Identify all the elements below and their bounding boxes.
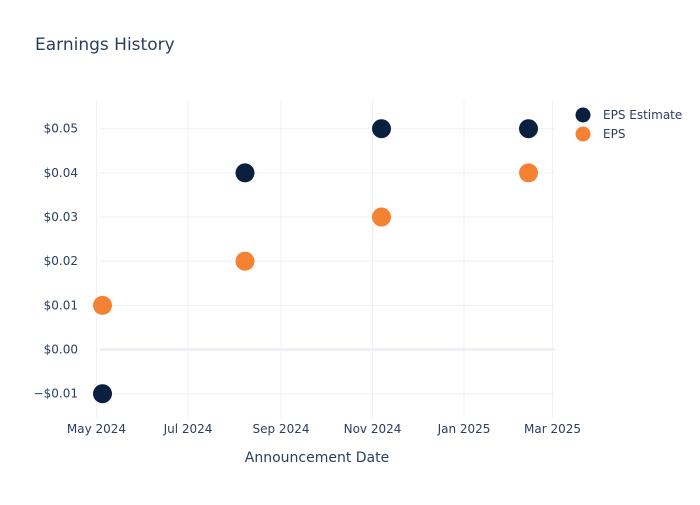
eps-point[interactable] bbox=[93, 295, 112, 315]
legend-label-eps[interactable]: EPS bbox=[603, 127, 625, 141]
chart-title: Earnings History bbox=[35, 35, 175, 55]
eps-estimate-point[interactable] bbox=[372, 119, 391, 139]
legend[interactable]: EPS Estimate EPS bbox=[575, 107, 683, 142]
y-tick-label: −$0.01 bbox=[34, 387, 78, 401]
y-tick-label: $0.02 bbox=[44, 254, 78, 268]
x-axis-title: Announcement Date bbox=[245, 450, 389, 466]
y-tick-label: $0.05 bbox=[44, 122, 78, 136]
eps-point[interactable] bbox=[372, 207, 391, 227]
x-tick-label: Nov 2024 bbox=[344, 422, 402, 436]
legend-marker-eps-estimate[interactable] bbox=[575, 107, 591, 123]
eps-estimate-point[interactable] bbox=[93, 384, 112, 404]
point-layer bbox=[93, 119, 538, 404]
x-tick-label: Mar 2025 bbox=[524, 422, 581, 436]
legend-marker-eps[interactable] bbox=[575, 126, 591, 142]
eps-point[interactable] bbox=[235, 251, 255, 271]
x-tick-label: May 2024 bbox=[67, 422, 126, 436]
x-tick-label: Jan 2025 bbox=[437, 422, 491, 436]
grid-layer bbox=[96, 100, 555, 418]
x-tick-label: Sep 2024 bbox=[253, 422, 310, 436]
y-tick-label: $0.01 bbox=[44, 298, 78, 312]
x-tick-label: Jul 2024 bbox=[163, 422, 213, 436]
y-tick-label: $0.03 bbox=[44, 210, 78, 224]
eps-point[interactable] bbox=[519, 163, 538, 183]
legend-label-eps-estimate[interactable]: EPS Estimate bbox=[603, 108, 682, 122]
eps-estimate-point[interactable] bbox=[235, 163, 255, 183]
eps-estimate-point[interactable] bbox=[519, 119, 538, 139]
y-tick-label: $0.00 bbox=[44, 343, 78, 357]
y-tick-label: $0.04 bbox=[44, 166, 78, 180]
tick-layer: −$0.01 $0.00 $0.01 $0.02 $0.03 $0.04 $0.05 May … bbox=[34, 122, 581, 436]
